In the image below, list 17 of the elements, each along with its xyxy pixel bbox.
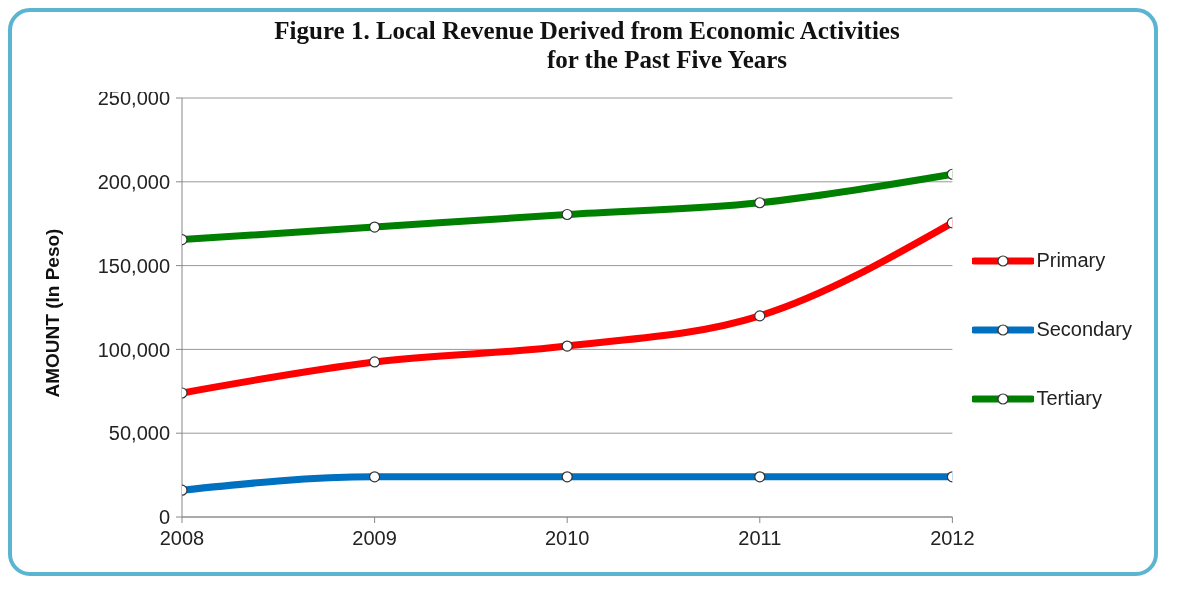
x-tick-label: 2009 bbox=[352, 527, 397, 550]
y-tick-label: 50,000 bbox=[108, 422, 170, 445]
legend-label: Secondary bbox=[1036, 318, 1132, 341]
legend-label: Primary bbox=[1036, 249, 1106, 272]
y-tick-label: 250,000 bbox=[97, 87, 170, 110]
legend-label: Tertiary bbox=[1036, 387, 1102, 410]
x-tick-label: 2011 bbox=[738, 527, 782, 550]
rounded-frame: Figure 1. Local Revenue Derived from Economic Activities for the Past Five Years Primary Secondary Tertiary 2008 2009 2010 2011 2012 0 50,000 100,000 150,000 200,000 250,000 AMOUNT (In Peso) bbox=[8, 8, 1158, 576]
x-tick-label: 2010 bbox=[544, 527, 590, 550]
x-tick-label: 2012 bbox=[930, 527, 975, 550]
y-tick-label: 100,000 bbox=[97, 338, 170, 361]
y-tick-label: 200,000 bbox=[97, 170, 170, 193]
y-tick-label: 150,000 bbox=[97, 254, 170, 277]
y-tick-label: 0 bbox=[158, 506, 170, 529]
chart-title: Figure 1. Local Revenue Derived from Economic Activities for the Past Five Years bbox=[273, 16, 901, 74]
x-tick-label: 2008 bbox=[159, 527, 205, 550]
y-axis-title: AMOUNT (In Peso) bbox=[41, 228, 63, 398]
